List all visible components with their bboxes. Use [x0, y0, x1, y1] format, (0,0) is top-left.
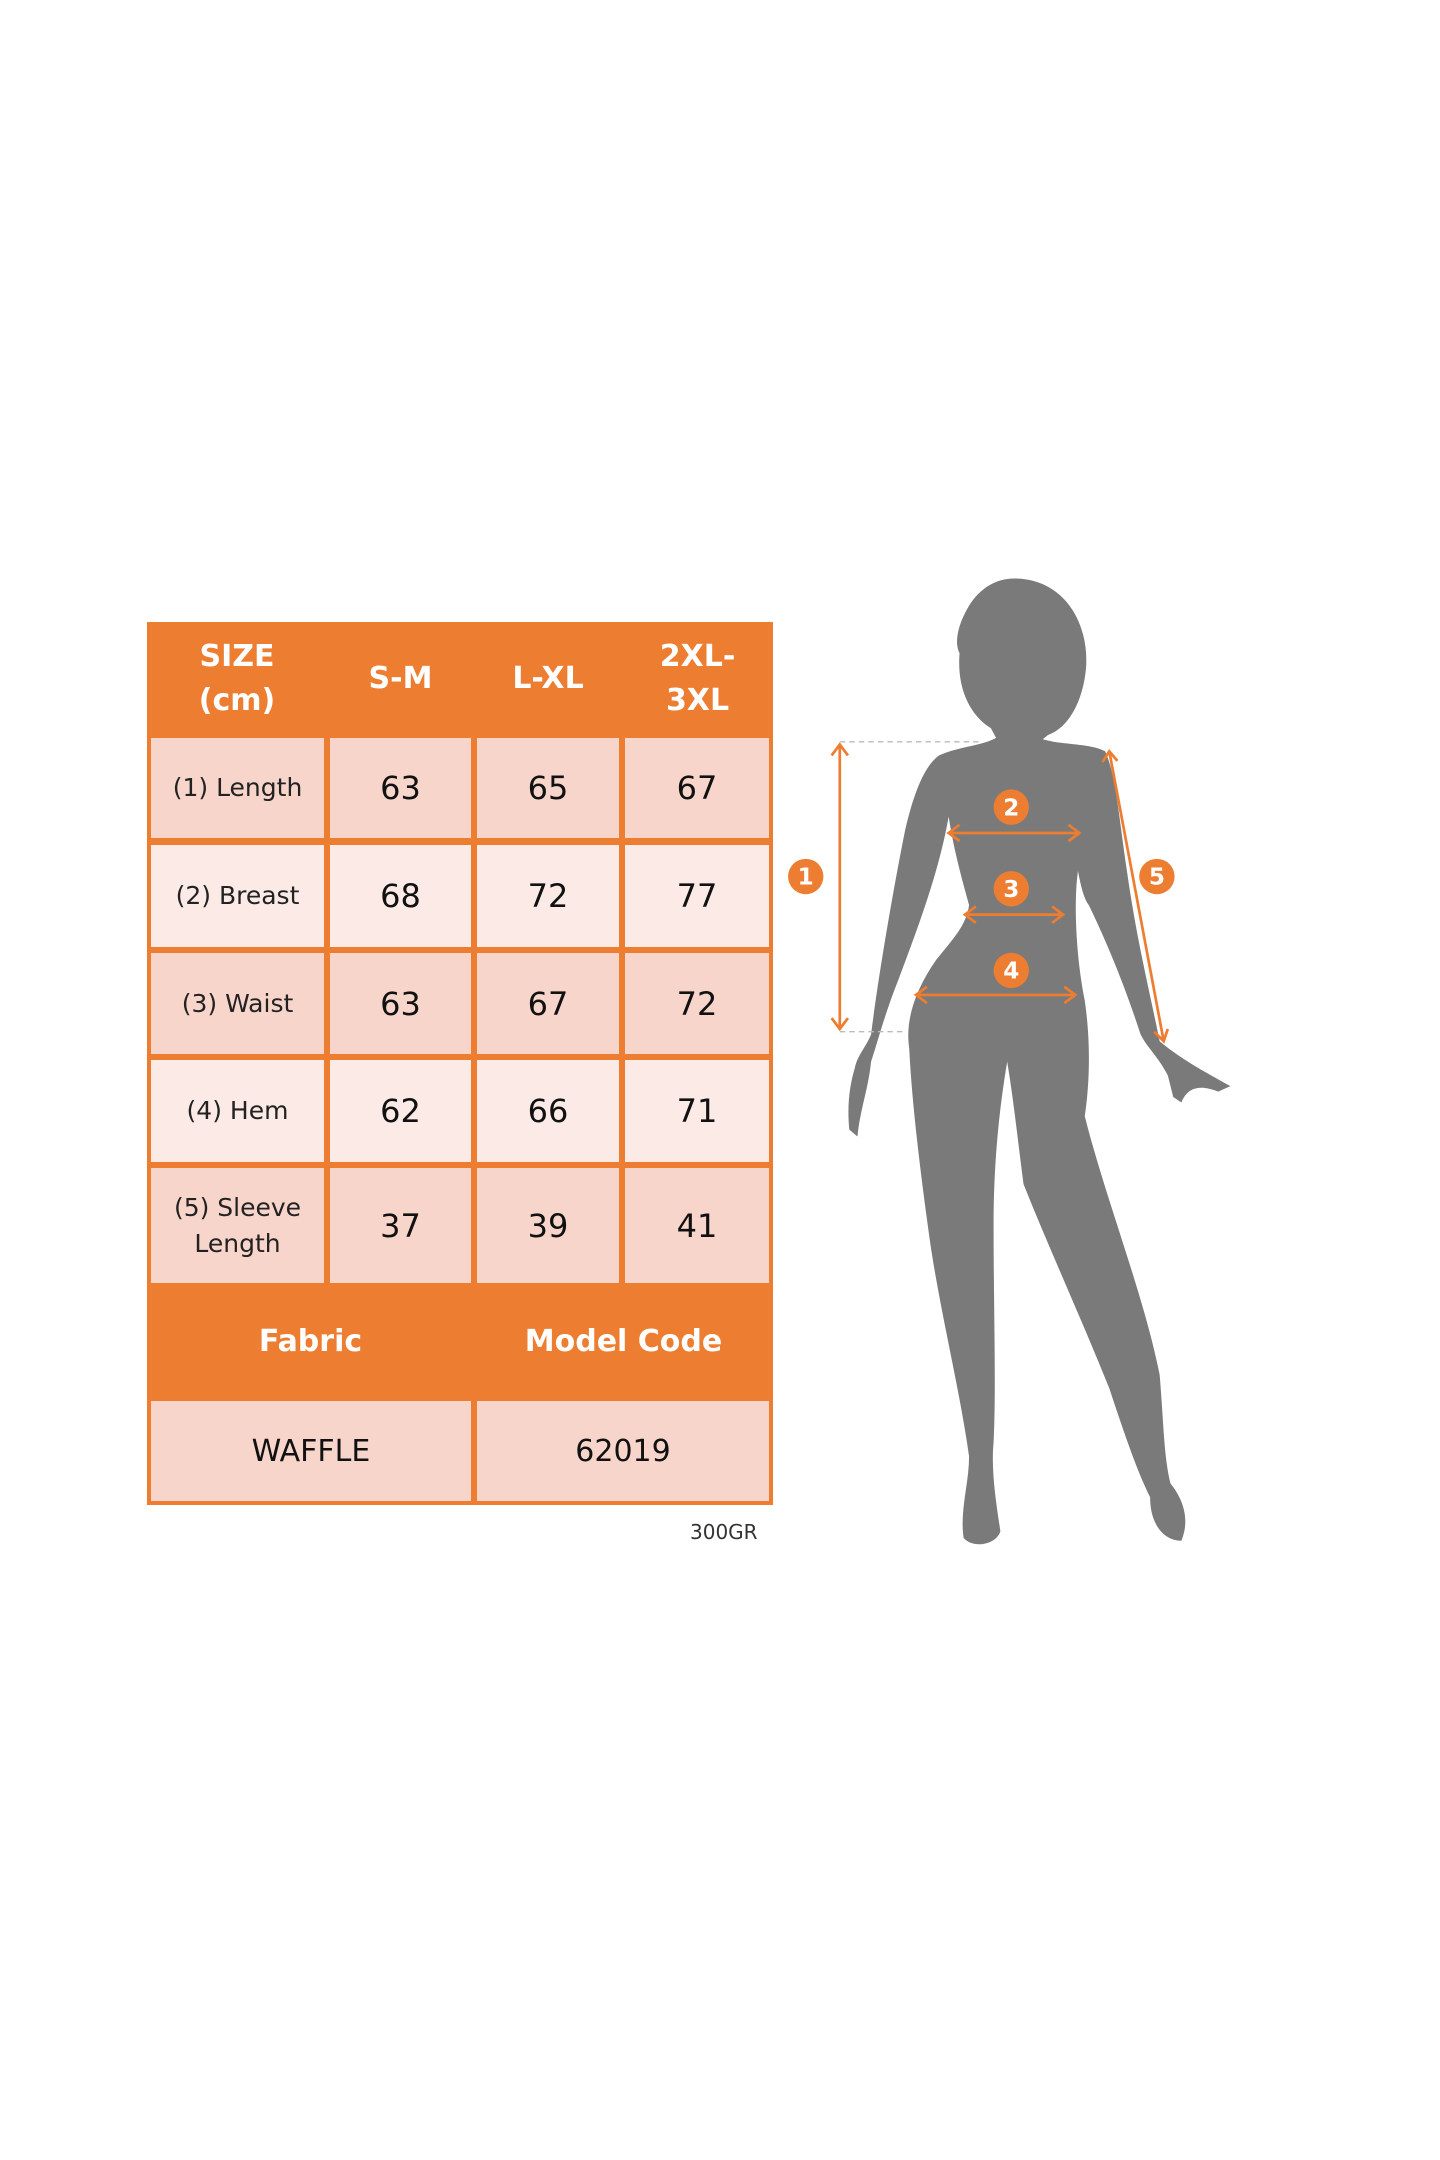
arrow-waist	[962, 905, 1066, 924]
head-hair	[957, 578, 1087, 746]
table-cell: 41	[625, 1168, 769, 1283]
header-2xl-3xl: 2XL-3XL	[622, 622, 773, 735]
table-cell: 66	[477, 1060, 619, 1162]
marker-3: 3	[1003, 877, 1019, 903]
row-label-line: Length	[194, 1228, 281, 1258]
marker-4-circle	[993, 952, 1029, 989]
table-cell: 77	[625, 845, 769, 947]
row-label: (3) Waist	[151, 953, 324, 1054]
table-cell: 63	[330, 953, 471, 1054]
row-label-line: (5) Sleeve	[173, 1192, 302, 1222]
header-l-xl: L-XL	[512, 660, 584, 696]
row-label: (5) Sleeve Length	[151, 1168, 324, 1283]
model-code-value: 62019	[477, 1401, 769, 1501]
marker-3-circle	[993, 871, 1029, 907]
marker-2: 2	[1003, 795, 1019, 821]
table-cell: 62	[330, 1060, 471, 1162]
header-size-line2: (cm)	[198, 682, 276, 718]
row-label: (2) Breast	[151, 845, 324, 947]
header-size: SIZE (cm)	[147, 622, 327, 735]
marker-2-circle	[993, 789, 1029, 825]
arrow-length	[830, 742, 850, 1032]
row-label: (1) Length	[151, 738, 324, 838]
header-2xl-3xl-label: 2XL-3XL	[659, 638, 736, 718]
fabric-value: WAFFLE	[151, 1401, 471, 1501]
footer-header-model-code: Model Code	[524, 1324, 723, 1359]
body	[848, 734, 1231, 1545]
measurement-markers: 1 2 3 4 5	[788, 789, 1175, 989]
marker-1: 1	[798, 865, 814, 891]
arrow-sleeve	[1101, 749, 1170, 1044]
table-cell: 63	[330, 738, 471, 838]
marker-1-circle	[788, 858, 824, 895]
guide-lines	[839, 741, 980, 1033]
table-cell: 39	[477, 1168, 619, 1283]
table-cell: 68	[330, 845, 471, 947]
marker-4: 4	[1003, 959, 1019, 985]
table-cell: 71	[625, 1060, 769, 1162]
arrow-breast	[946, 823, 1082, 843]
header-size-line1: SIZE	[199, 638, 275, 674]
table-cell: 67	[477, 953, 619, 1054]
arrow-hem	[913, 985, 1078, 1005]
marker-5: 5	[1149, 865, 1165, 891]
header-s-m: S-M	[368, 660, 433, 696]
table-cell: 72	[477, 845, 619, 947]
table-cell: 65	[477, 738, 619, 838]
size-chart-table: SIZE (cm) S-M L-XL 2XL-3XL (1) Length 63 6…	[147, 622, 773, 1505]
marker-5-circle	[1139, 858, 1175, 895]
table-cell: 37	[330, 1168, 471, 1283]
row-label: (4) Hem	[151, 1060, 324, 1162]
table-cell: 67	[625, 738, 769, 838]
footer-header-fabric: Fabric	[258, 1324, 363, 1359]
table-cell: 72	[625, 953, 769, 1054]
weight-note: 300GR	[690, 1520, 758, 1544]
measurement-arrows	[830, 742, 1170, 1044]
silhouette	[848, 578, 1231, 1545]
